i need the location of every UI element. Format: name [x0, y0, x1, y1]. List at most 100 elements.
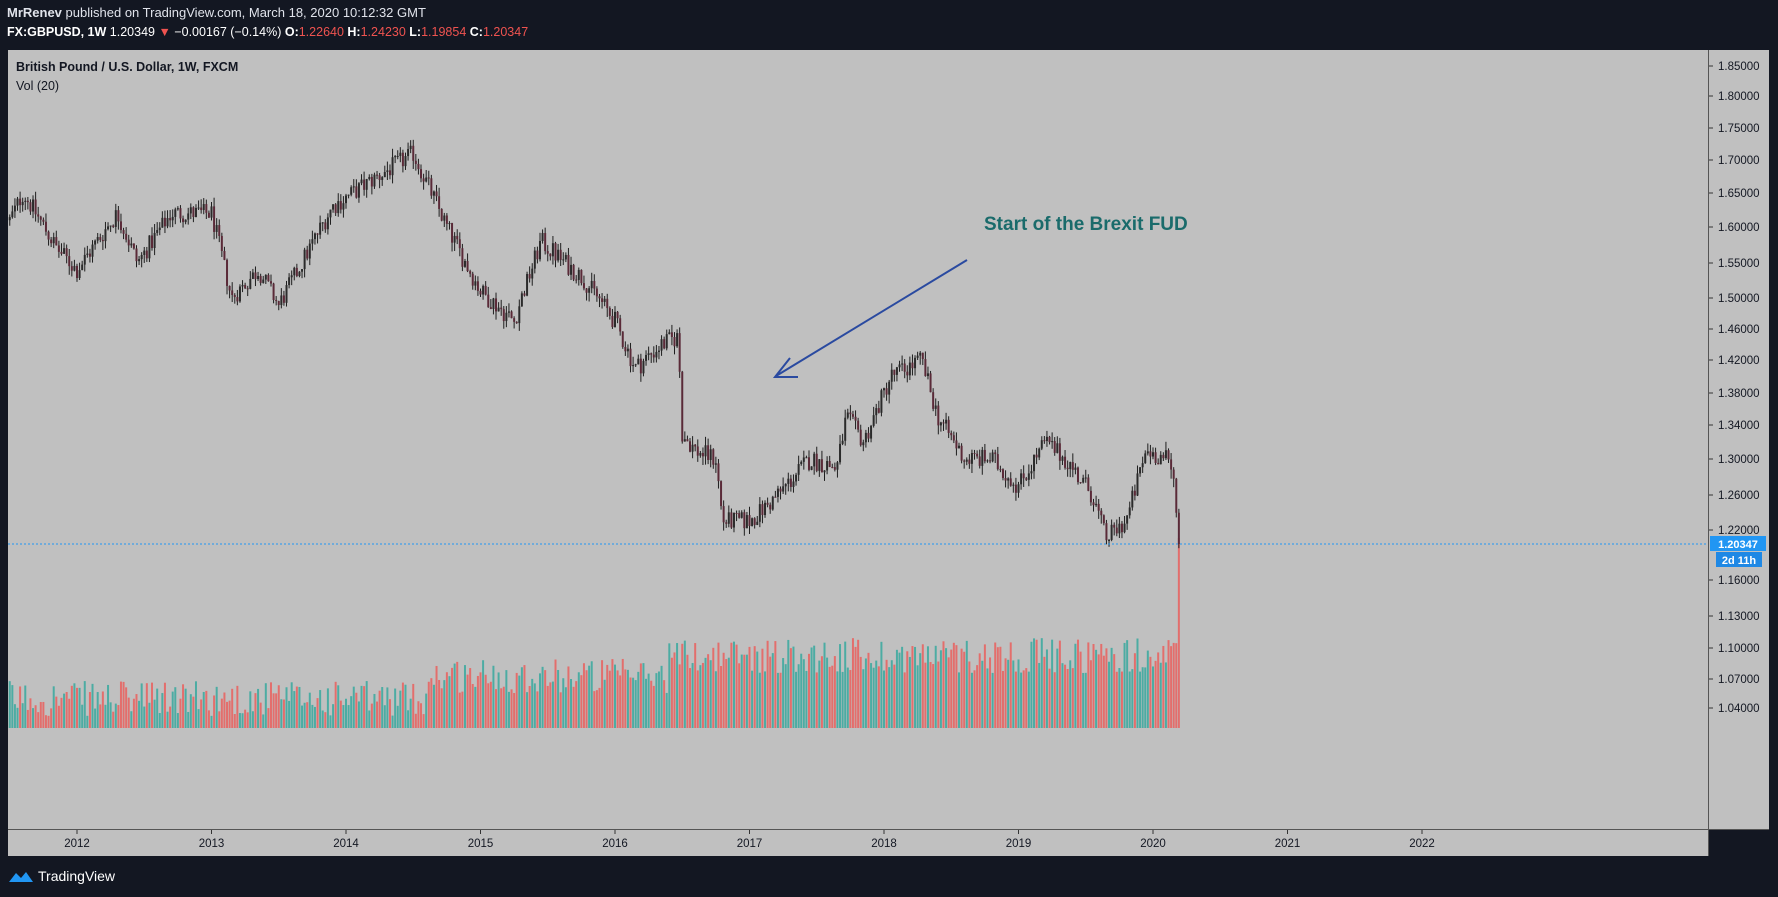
candle-body [32, 199, 35, 212]
candle-body [1139, 467, 1142, 474]
candle-body [978, 456, 981, 466]
volume-bar [939, 650, 942, 728]
volume-bar [823, 642, 826, 728]
candle-body [994, 452, 997, 455]
candle-body [482, 285, 485, 295]
volume-bar [994, 642, 997, 728]
volume-bar [52, 686, 55, 728]
candle-body [738, 513, 741, 518]
candle-body [1043, 440, 1046, 442]
annotation-arrow[interactable] [772, 259, 968, 378]
candle-body [269, 281, 272, 284]
volume-bar [1045, 649, 1048, 728]
volume-bar [608, 670, 611, 728]
candle-body [73, 265, 76, 271]
volume-bar [458, 692, 461, 728]
volume-bar [1007, 659, 1010, 728]
volume-bar [769, 656, 772, 728]
volume-bar [298, 686, 301, 728]
volume-bar [1141, 667, 1144, 728]
brand-name[interactable]: TradingView [38, 868, 116, 884]
candle-body [1074, 467, 1077, 470]
candle-body [870, 425, 873, 439]
volume-bar [145, 683, 148, 728]
y-tick-label: 1.55000 [1718, 258, 1760, 270]
candle-body [795, 474, 798, 482]
candle-body [456, 235, 459, 240]
candle-body [844, 417, 847, 441]
candle-body [26, 200, 29, 203]
candle-body [826, 461, 829, 471]
candle-body [474, 281, 477, 286]
candle-body [368, 176, 371, 180]
volume-bar [1076, 639, 1079, 728]
volume-bar [1001, 670, 1004, 728]
candle-body [820, 459, 823, 473]
candle-body [789, 478, 792, 487]
annotation-text[interactable]: Start of the Brexit FUD [984, 214, 1188, 235]
candle-body [606, 298, 609, 309]
candle-body [466, 260, 469, 272]
candle-body [872, 415, 875, 426]
volume-bar [981, 660, 984, 728]
volume-bar [895, 649, 898, 728]
volume-bar [694, 643, 697, 728]
volume-bar [96, 692, 99, 728]
volume-bar [244, 709, 247, 728]
candle-body [689, 441, 692, 452]
volume-bar [691, 663, 694, 728]
candle-body [564, 254, 567, 260]
volume-bar [1110, 647, 1113, 728]
chart-area[interactable]: 1.85000 1.80000 1.75000 1.70000 1.65000 1.600… [0, 48, 1778, 858]
author-name[interactable]: MrRenev [7, 5, 62, 20]
publish-text: published on TradingView.com, March 18, … [65, 5, 426, 20]
volume-bar [1025, 668, 1028, 728]
volume-bar [107, 684, 110, 728]
volume-bar [1144, 667, 1147, 728]
volume-bar [466, 674, 469, 728]
price-chart[interactable]: 1.85000 1.80000 1.75000 1.70000 1.65000 1.600… [0, 48, 1778, 858]
volume-bar [50, 708, 53, 728]
y-tick-label: 1.60000 [1718, 222, 1760, 234]
volume-bar [1108, 661, 1111, 728]
candle-body [1167, 450, 1170, 460]
footer-bar: TradingView [0, 858, 1778, 897]
candle-body [730, 512, 733, 528]
candle-body [970, 453, 973, 464]
volume-bar [1035, 639, 1038, 728]
last-price-badge: 1.20347 2d 11h [1710, 536, 1766, 567]
volume-bar [363, 686, 366, 728]
volume-bar [973, 670, 976, 728]
volume-bar [663, 680, 666, 728]
volume-bar [94, 708, 97, 728]
time-axis[interactable] [8, 830, 1708, 856]
volume-bar [665, 692, 668, 728]
volume-bar [492, 665, 495, 728]
volume-bar [802, 659, 805, 728]
candle-body [678, 333, 681, 372]
candle-body [722, 506, 725, 523]
volume-bar [797, 664, 800, 728]
candle-body [388, 170, 391, 176]
candle-body [598, 296, 601, 299]
volume-bar [926, 646, 929, 728]
price-axis[interactable] [1709, 50, 1769, 829]
tradingview-logo-icon[interactable] [8, 868, 34, 886]
candle-body [373, 174, 376, 187]
candle-body [422, 178, 425, 182]
candle-body [169, 218, 172, 221]
volume-bar [805, 670, 808, 728]
volume-bar [368, 710, 371, 728]
candle-body [766, 502, 769, 505]
volume-bar [1040, 638, 1043, 728]
candle-body [29, 202, 32, 212]
price-axis-ticks: 1.85000 1.80000 1.75000 1.70000 1.65000 1.600… [1709, 61, 1760, 715]
volume-bar [619, 675, 622, 728]
volume-bar [932, 664, 935, 728]
candle-body [784, 483, 787, 487]
volume-bar [807, 653, 810, 728]
candle-body [187, 213, 190, 220]
candle-body [1048, 436, 1051, 443]
volume-bar [846, 667, 849, 728]
candle-body [42, 219, 45, 222]
